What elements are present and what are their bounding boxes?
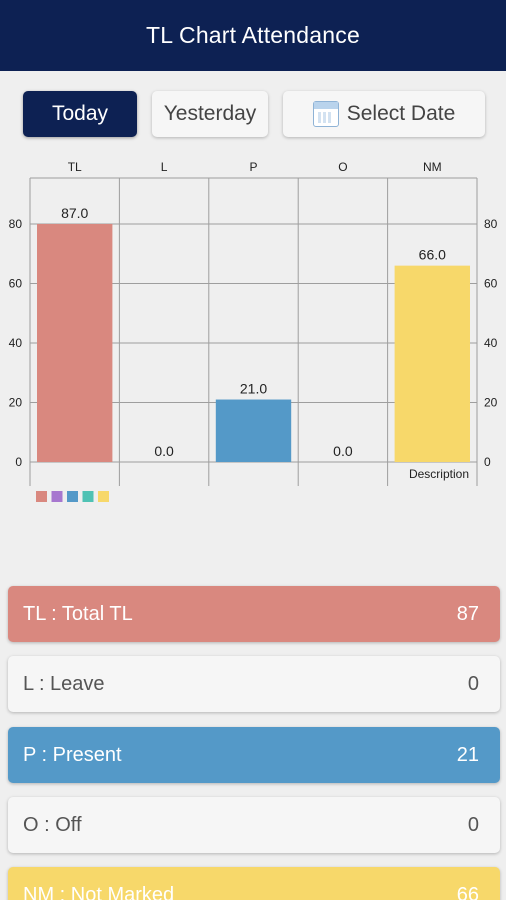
summary-value: 66 (456, 883, 479, 900)
bar-value-label: 66.0 (419, 247, 446, 263)
chart-svg: 0 0 20 20 40 40 60 60 80 80 TL 87.0 L 0.0 P 21.0 O 0.0 NM 6… (9, 160, 498, 502)
bar-value-label: 87.0 (61, 205, 88, 221)
x-category-label: O (338, 160, 347, 174)
summary-label: NM : Not Marked (23, 883, 175, 900)
summary-row-leave[interactable]: L : Leave 0 (8, 656, 500, 712)
summary-label: L : Leave (23, 672, 105, 695)
summary-row-total-tl[interactable]: TL : Total TL 87 (8, 586, 500, 642)
y-tick-label-right: 60 (484, 277, 498, 291)
select-date-button[interactable]: Select Date (283, 91, 485, 137)
y-tick-label-left: 80 (9, 217, 23, 231)
legend-swatch (36, 491, 47, 502)
legend-swatch (67, 491, 78, 502)
today-tab[interactable]: Today (23, 91, 137, 137)
summary-label: P : Present (23, 743, 122, 766)
summary-value: 0 (467, 813, 479, 836)
summary-value: 87 (456, 602, 479, 625)
y-tick-label-left: 60 (9, 277, 23, 291)
y-tick-label-left: 40 (9, 336, 23, 350)
legend-swatch (82, 491, 94, 502)
y-tick-label-right: 40 (484, 336, 498, 350)
y-tick-label-left: 20 (9, 396, 23, 410)
attendance-chart: 0 0 20 20 40 40 60 60 80 80 TL 87.0 L 0.0 P 21.0 O 0.0 NM 6… (0, 150, 506, 510)
y-tick-label-right: 80 (484, 217, 498, 231)
bar-tl (37, 224, 113, 462)
app-title: TL Chart Attendance (146, 22, 360, 48)
select-date-label: Select Date (346, 102, 456, 125)
summary-value: 0 (467, 672, 479, 695)
summary-value: 21 (456, 743, 479, 766)
yesterday-tab[interactable]: Yesterday (152, 91, 268, 137)
x-category-label: NM (423, 160, 442, 174)
summary-label: O : Off (23, 813, 82, 836)
date-tabs: Today Yesterday Select Date (0, 91, 506, 139)
calendar-icon (312, 101, 339, 127)
bar-nm (394, 265, 470, 462)
app-bar: TL Chart Attendance (0, 0, 506, 71)
x-category-label: P (249, 160, 257, 174)
bar-p (215, 399, 292, 462)
x-category-label: TL (68, 160, 82, 174)
y-tick-label-right: 20 (484, 396, 498, 410)
legend-swatch (51, 491, 63, 502)
summary-row-not-marked[interactable]: NM : Not Marked 66 (8, 867, 500, 900)
legend-swatch (98, 491, 109, 502)
y-tick-label-left: 0 (15, 455, 22, 469)
summary-label: TL : Total TL (23, 602, 133, 625)
bar-value-label: 0.0 (154, 443, 174, 459)
chart-description: Description (409, 467, 469, 481)
summary-row-present[interactable]: P : Present 21 (8, 727, 500, 783)
bar-value-label: 0.0 (333, 443, 353, 459)
bar-value-label: 21.0 (240, 381, 267, 397)
y-tick-label-right: 0 (484, 455, 491, 469)
x-category-label: L (161, 160, 168, 174)
summary-row-off[interactable]: O : Off 0 (8, 797, 500, 853)
